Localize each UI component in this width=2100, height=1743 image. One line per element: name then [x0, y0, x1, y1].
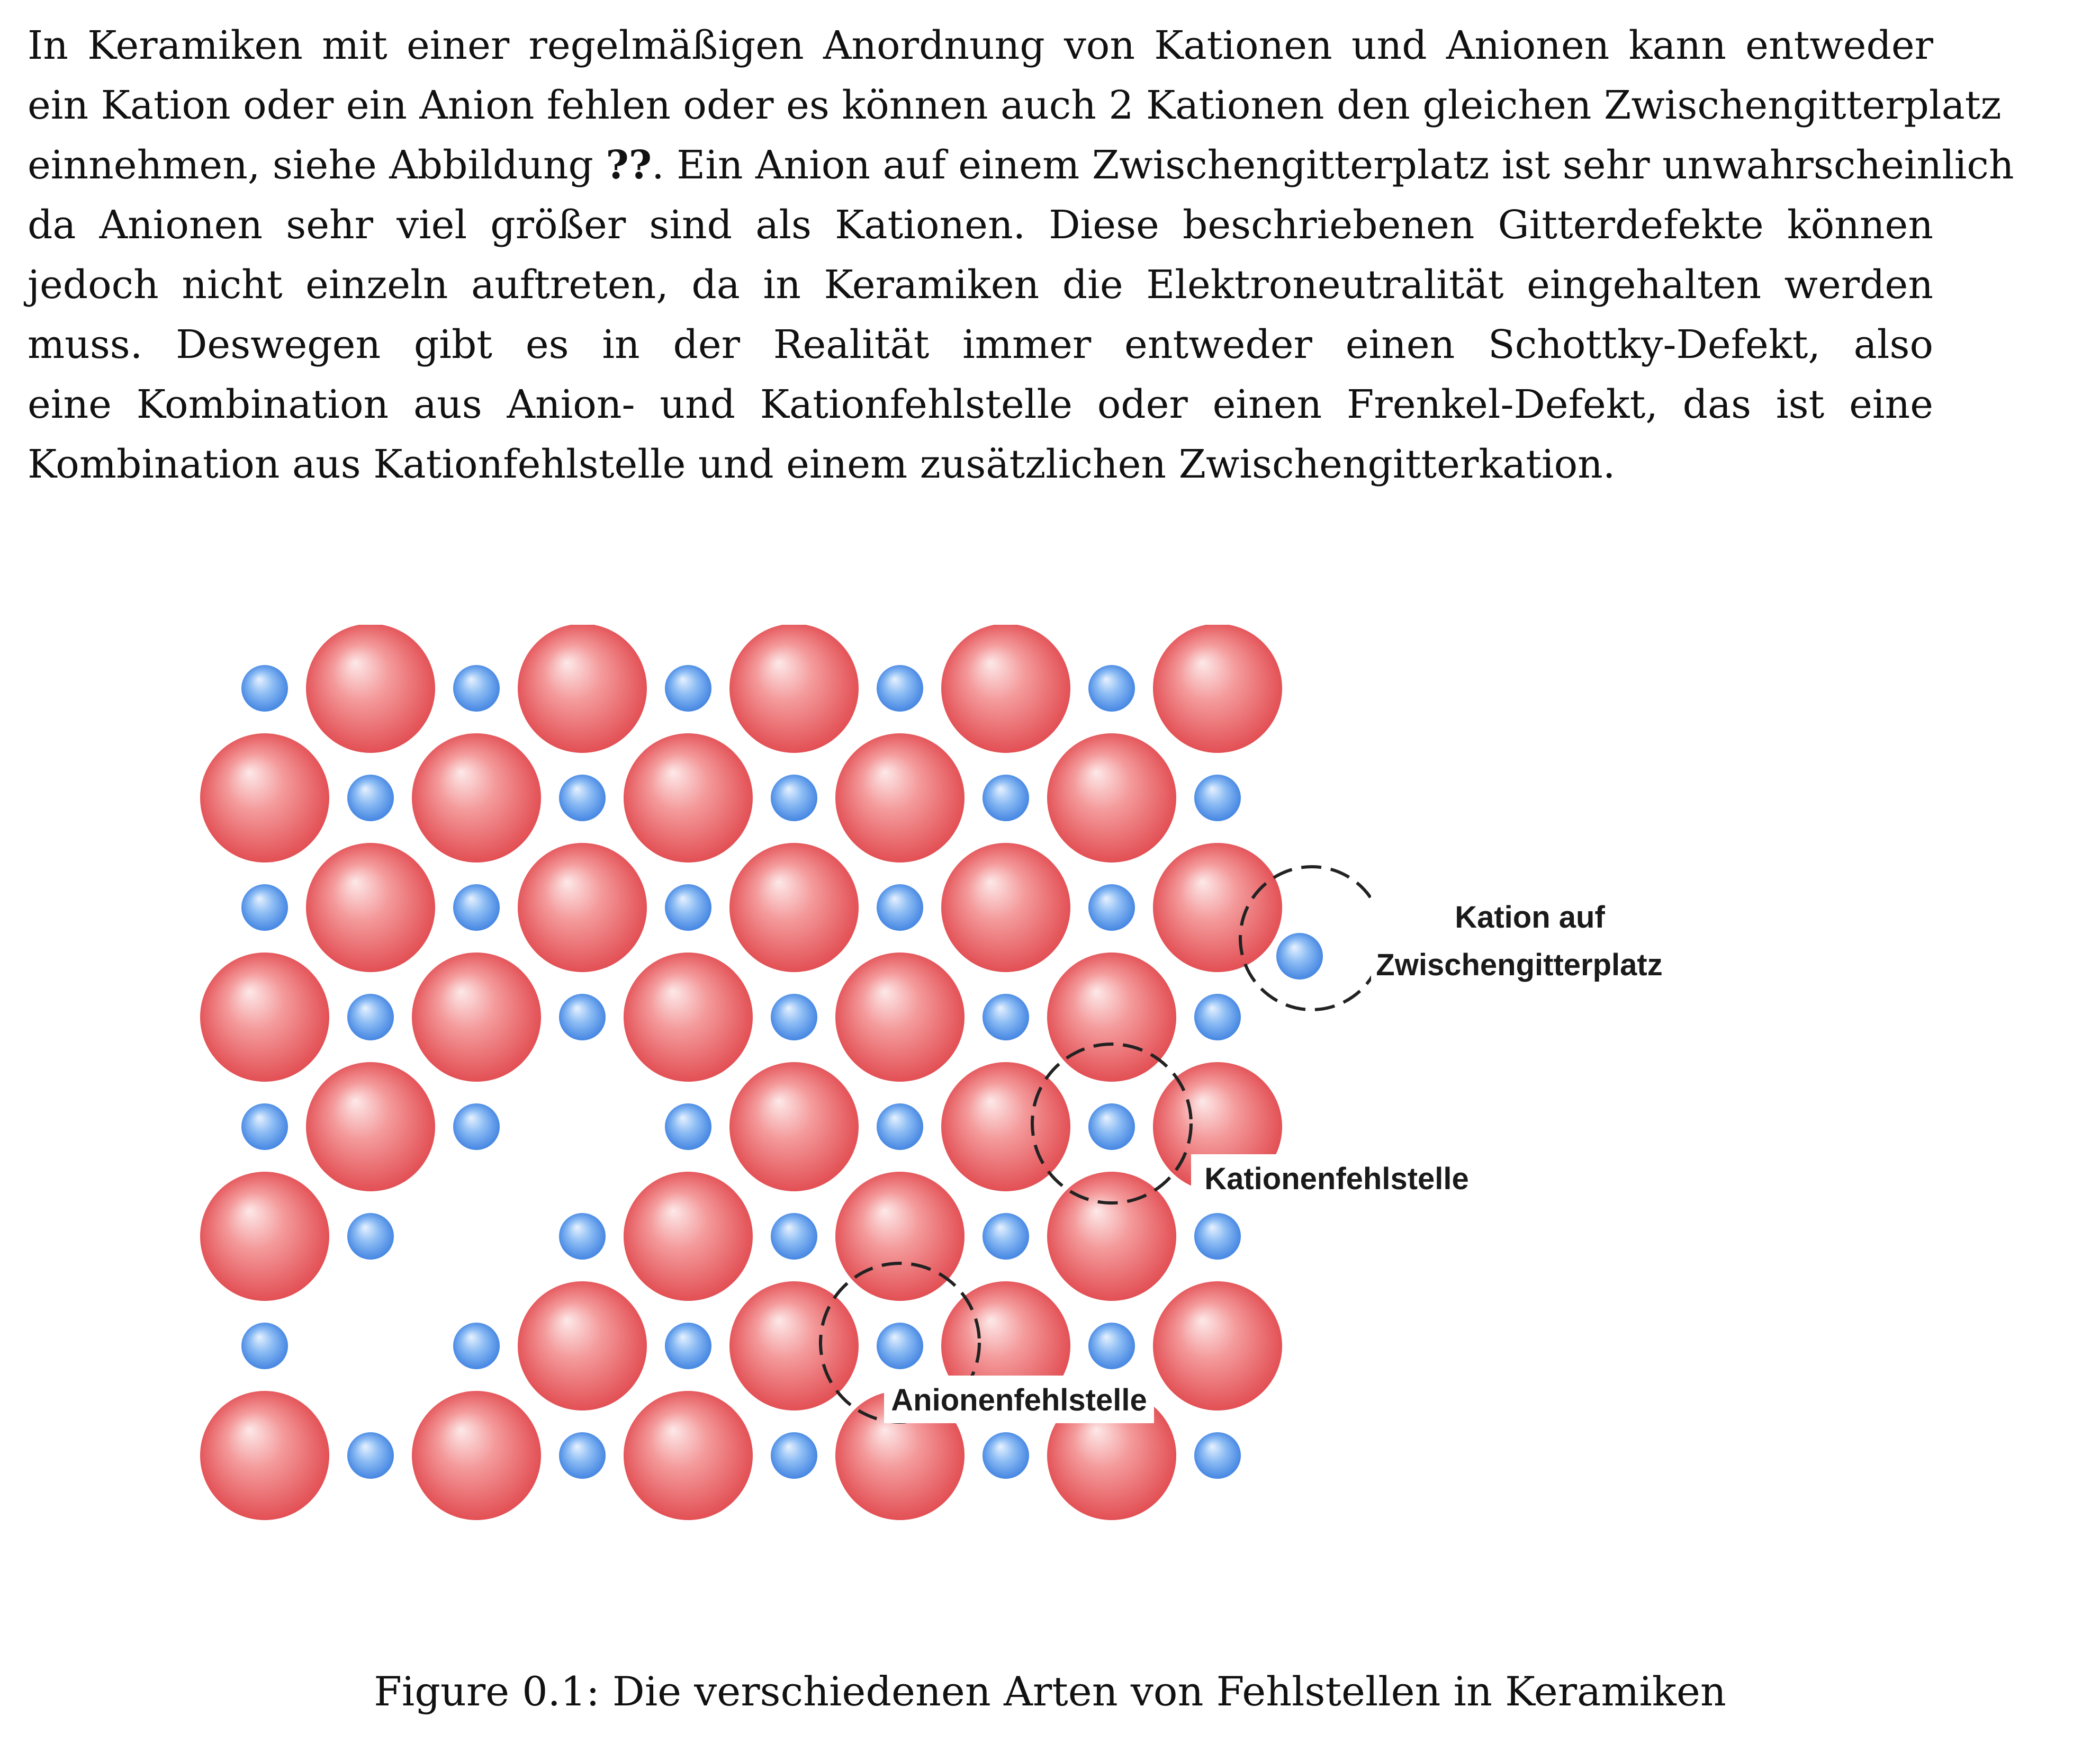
- label-interstitial-box: Kation auf Zwischengitterplatz: [1371, 891, 1731, 986]
- anion: [412, 1391, 541, 1520]
- anion: [1153, 843, 1282, 972]
- anion: [1047, 733, 1176, 862]
- cation: [983, 994, 1029, 1040]
- cation: [665, 1323, 711, 1369]
- cation: [559, 775, 606, 821]
- anion: [729, 843, 859, 972]
- cation: [665, 665, 711, 712]
- cation: [771, 1213, 817, 1260]
- lattice-figure: Kation auf Zwischengitterplatz Kationenf…: [196, 625, 1731, 1578]
- paragraph-line: einnehmen, siehe Abbildung ??. Ein Anion…: [28, 136, 2014, 195]
- anion: [624, 953, 753, 1082]
- cation: [559, 1432, 606, 1479]
- paragraph-line: da Anionen sehr viel größer sind als Kat…: [28, 202, 1933, 248]
- figure-reference[interactable]: ??: [606, 142, 652, 188]
- paragraph-line: muss. Deswegen gibt es in der Realität i…: [28, 322, 1933, 367]
- figure-caption: Figure 0.1: Die verschiedenen Arten von …: [374, 1668, 1726, 1715]
- anion: [624, 1172, 753, 1301]
- anion: [941, 1062, 1070, 1191]
- anion: [518, 625, 647, 753]
- cation: [877, 665, 923, 712]
- cation: [347, 994, 394, 1040]
- cation: [453, 884, 500, 931]
- cation: [453, 665, 500, 712]
- cation: [771, 1432, 817, 1479]
- atom-layer: [200, 625, 1323, 1520]
- cation: [1088, 665, 1135, 712]
- label-anion-vacancy: Anionenfehlstelle: [891, 1383, 1147, 1417]
- cation: [983, 775, 1029, 821]
- anion: [729, 625, 859, 753]
- cation-vacancy-dashed-circle: [1031, 1043, 1193, 1205]
- cation: [347, 1432, 394, 1479]
- anion: [200, 733, 329, 862]
- paragraph-line: eine Kombination aus Anion- und Kationfe…: [28, 382, 1933, 427]
- paragraph-line: In Keramiken mit einer regelmäßigen Anor…: [28, 23, 1933, 68]
- anion: [1153, 625, 1282, 753]
- label-cation-vacancy-box: Kationenfehlstelle: [1191, 1154, 1482, 1202]
- cation: [1194, 994, 1241, 1040]
- cation: [241, 1103, 288, 1150]
- anion: [1153, 1281, 1282, 1410]
- anion: [1047, 1172, 1176, 1301]
- cation: [1088, 884, 1135, 931]
- anion: [835, 733, 965, 862]
- anion: [941, 843, 1070, 972]
- label-interstitial-line2: Zwischengitterplatz: [1376, 948, 1662, 982]
- cation: [453, 1323, 500, 1369]
- anion: [941, 625, 1070, 753]
- cation: [877, 1323, 923, 1369]
- cation: [1088, 1103, 1135, 1150]
- cation: [347, 1213, 394, 1260]
- cation: [665, 884, 711, 931]
- anion: [412, 953, 541, 1082]
- cation: [1194, 775, 1241, 821]
- cation: [347, 775, 394, 821]
- lattice-diagram: Kation auf Zwischengitterplatz Kationenf…: [200, 625, 1731, 1520]
- cation: [1194, 1213, 1241, 1260]
- cation: [771, 994, 817, 1040]
- cation: [983, 1213, 1029, 1260]
- cation: [771, 775, 817, 821]
- anion: [306, 1062, 435, 1191]
- cation: [1088, 1323, 1135, 1369]
- label-cation-vacancy: Kationenfehlstelle: [1204, 1162, 1469, 1196]
- anion: [729, 1062, 859, 1191]
- anion: [200, 1391, 329, 1520]
- cation: [559, 1213, 606, 1260]
- anion: [624, 1391, 753, 1520]
- anion: [729, 1281, 859, 1410]
- paragraph-line-start: einnehmen, siehe Abbildung: [28, 142, 606, 188]
- paragraph-line: jedoch nicht einzeln auftreten, da in Ke…: [28, 262, 1933, 308]
- anion: [624, 733, 753, 862]
- label-interstitial-line1: Kation auf: [1455, 900, 1605, 935]
- cation: [241, 665, 288, 712]
- cation: [453, 1103, 500, 1150]
- anion: [200, 953, 329, 1082]
- label-anion-vacancy-box: Anionenfehlstelle: [884, 1376, 1154, 1423]
- anion: [306, 843, 435, 972]
- anion: [835, 1172, 965, 1301]
- paragraph-line: Kombination aus Kationfehlstelle und ein…: [28, 442, 1616, 487]
- paragraph-line-end: . Ein Anion auf einem Zwischengitterplat…: [652, 142, 2014, 188]
- cation: [241, 884, 288, 931]
- anion: [306, 625, 435, 753]
- anion: [518, 1281, 647, 1410]
- interstitial-cation: [1276, 933, 1323, 980]
- cation: [665, 1103, 711, 1150]
- anion: [518, 843, 647, 972]
- anion: [835, 953, 965, 1082]
- cation: [1194, 1432, 1241, 1479]
- cation: [559, 994, 606, 1040]
- cation: [877, 884, 923, 931]
- body-paragraph: In Keramiken mit einer regelmäßigen Anor…: [28, 16, 2014, 495]
- anion: [1047, 953, 1176, 1082]
- cation: [877, 1103, 923, 1150]
- cation: [241, 1323, 288, 1369]
- paragraph-line: ein Kation oder ein Anion fehlen oder es…: [28, 83, 2002, 128]
- anion: [200, 1172, 329, 1301]
- anion: [412, 733, 541, 862]
- cation: [983, 1432, 1029, 1479]
